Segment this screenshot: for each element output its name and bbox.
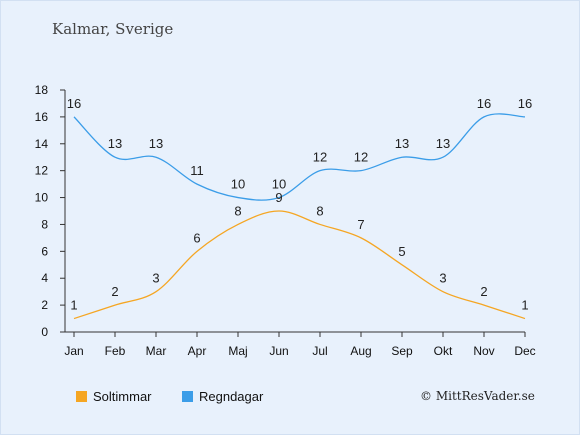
credit-text: © MittResVader.se bbox=[420, 389, 535, 403]
data-label-soltimmar: 3 bbox=[152, 271, 159, 286]
data-label-regndagar: 13 bbox=[149, 136, 163, 151]
data-label-regndagar: 16 bbox=[67, 96, 81, 111]
data-label-regndagar: 13 bbox=[108, 136, 122, 151]
location-title: Kalmar, Sverige bbox=[52, 20, 174, 38]
y-tick-label: 16 bbox=[35, 110, 49, 124]
x-tick-label: Dec bbox=[514, 344, 535, 358]
data-label-regndagar: 11 bbox=[190, 163, 204, 178]
data-label-soltimmar: 1 bbox=[70, 298, 77, 313]
x-tick-label: Jun bbox=[269, 344, 288, 358]
x-tick-label: Feb bbox=[105, 344, 126, 358]
data-label-regndagar: 13 bbox=[436, 136, 450, 151]
x-tick-label: Jan bbox=[64, 344, 83, 358]
series-line-soltimmar bbox=[73, 210, 526, 320]
data-label-regndagar: 16 bbox=[477, 96, 491, 111]
data-label-regndagar: 13 bbox=[395, 136, 409, 151]
x-tick-label: Okt bbox=[434, 344, 453, 358]
y-tick-label: 18 bbox=[35, 83, 49, 97]
data-label-soltimmar: 6 bbox=[193, 230, 200, 245]
y-tick-label: 8 bbox=[41, 217, 48, 231]
y-tick-label: 14 bbox=[35, 137, 49, 151]
data-label-soltimmar: 7 bbox=[357, 217, 364, 232]
x-tick-label: Sep bbox=[391, 344, 413, 358]
data-label-soltimmar: 8 bbox=[316, 203, 323, 218]
y-tick-label: 2 bbox=[41, 298, 48, 312]
data-label-soltimmar: 3 bbox=[439, 271, 446, 286]
x-tick-label: Mar bbox=[146, 344, 167, 358]
legend-regndagar-label: Regndagar bbox=[199, 389, 264, 404]
data-label-regndagar: 12 bbox=[313, 150, 327, 165]
data-label-soltimmar: 9 bbox=[275, 190, 282, 205]
data-label-regndagar: 10 bbox=[231, 177, 245, 192]
data-label-regndagar: 10 bbox=[272, 177, 286, 192]
legend-soltimmar: Soltimmar bbox=[76, 389, 152, 404]
data-label-soltimmar: 1 bbox=[521, 298, 528, 313]
x-tick-label: Aug bbox=[350, 344, 371, 358]
data-label-soltimmar: 2 bbox=[480, 284, 487, 299]
data-label-soltimmar: 8 bbox=[234, 203, 241, 218]
x-tick-label: Nov bbox=[473, 344, 494, 358]
data-label-regndagar: 16 bbox=[518, 96, 532, 111]
y-tick-label: 10 bbox=[35, 191, 49, 205]
series-line-regndagar bbox=[73, 113, 526, 201]
legend-regndagar: Regndagar bbox=[182, 389, 263, 404]
data-label-soltimmar: 2 bbox=[111, 284, 118, 299]
x-tick-label: Apr bbox=[188, 344, 207, 358]
legend-soltimmar-label: Soltimmar bbox=[93, 389, 152, 404]
y-tick-label: 6 bbox=[41, 244, 48, 258]
y-tick-label: 12 bbox=[35, 164, 49, 178]
data-label-regndagar: 12 bbox=[354, 150, 368, 165]
y-tick-label: 4 bbox=[41, 271, 48, 285]
regndagar-swatch bbox=[182, 391, 193, 402]
data-label-soltimmar: 5 bbox=[398, 244, 405, 259]
y-tick-label: 0 bbox=[41, 325, 48, 339]
x-tick-label: Jul bbox=[312, 344, 327, 358]
soltimmar-swatch bbox=[76, 391, 87, 402]
x-tick-label: Maj bbox=[228, 344, 247, 358]
